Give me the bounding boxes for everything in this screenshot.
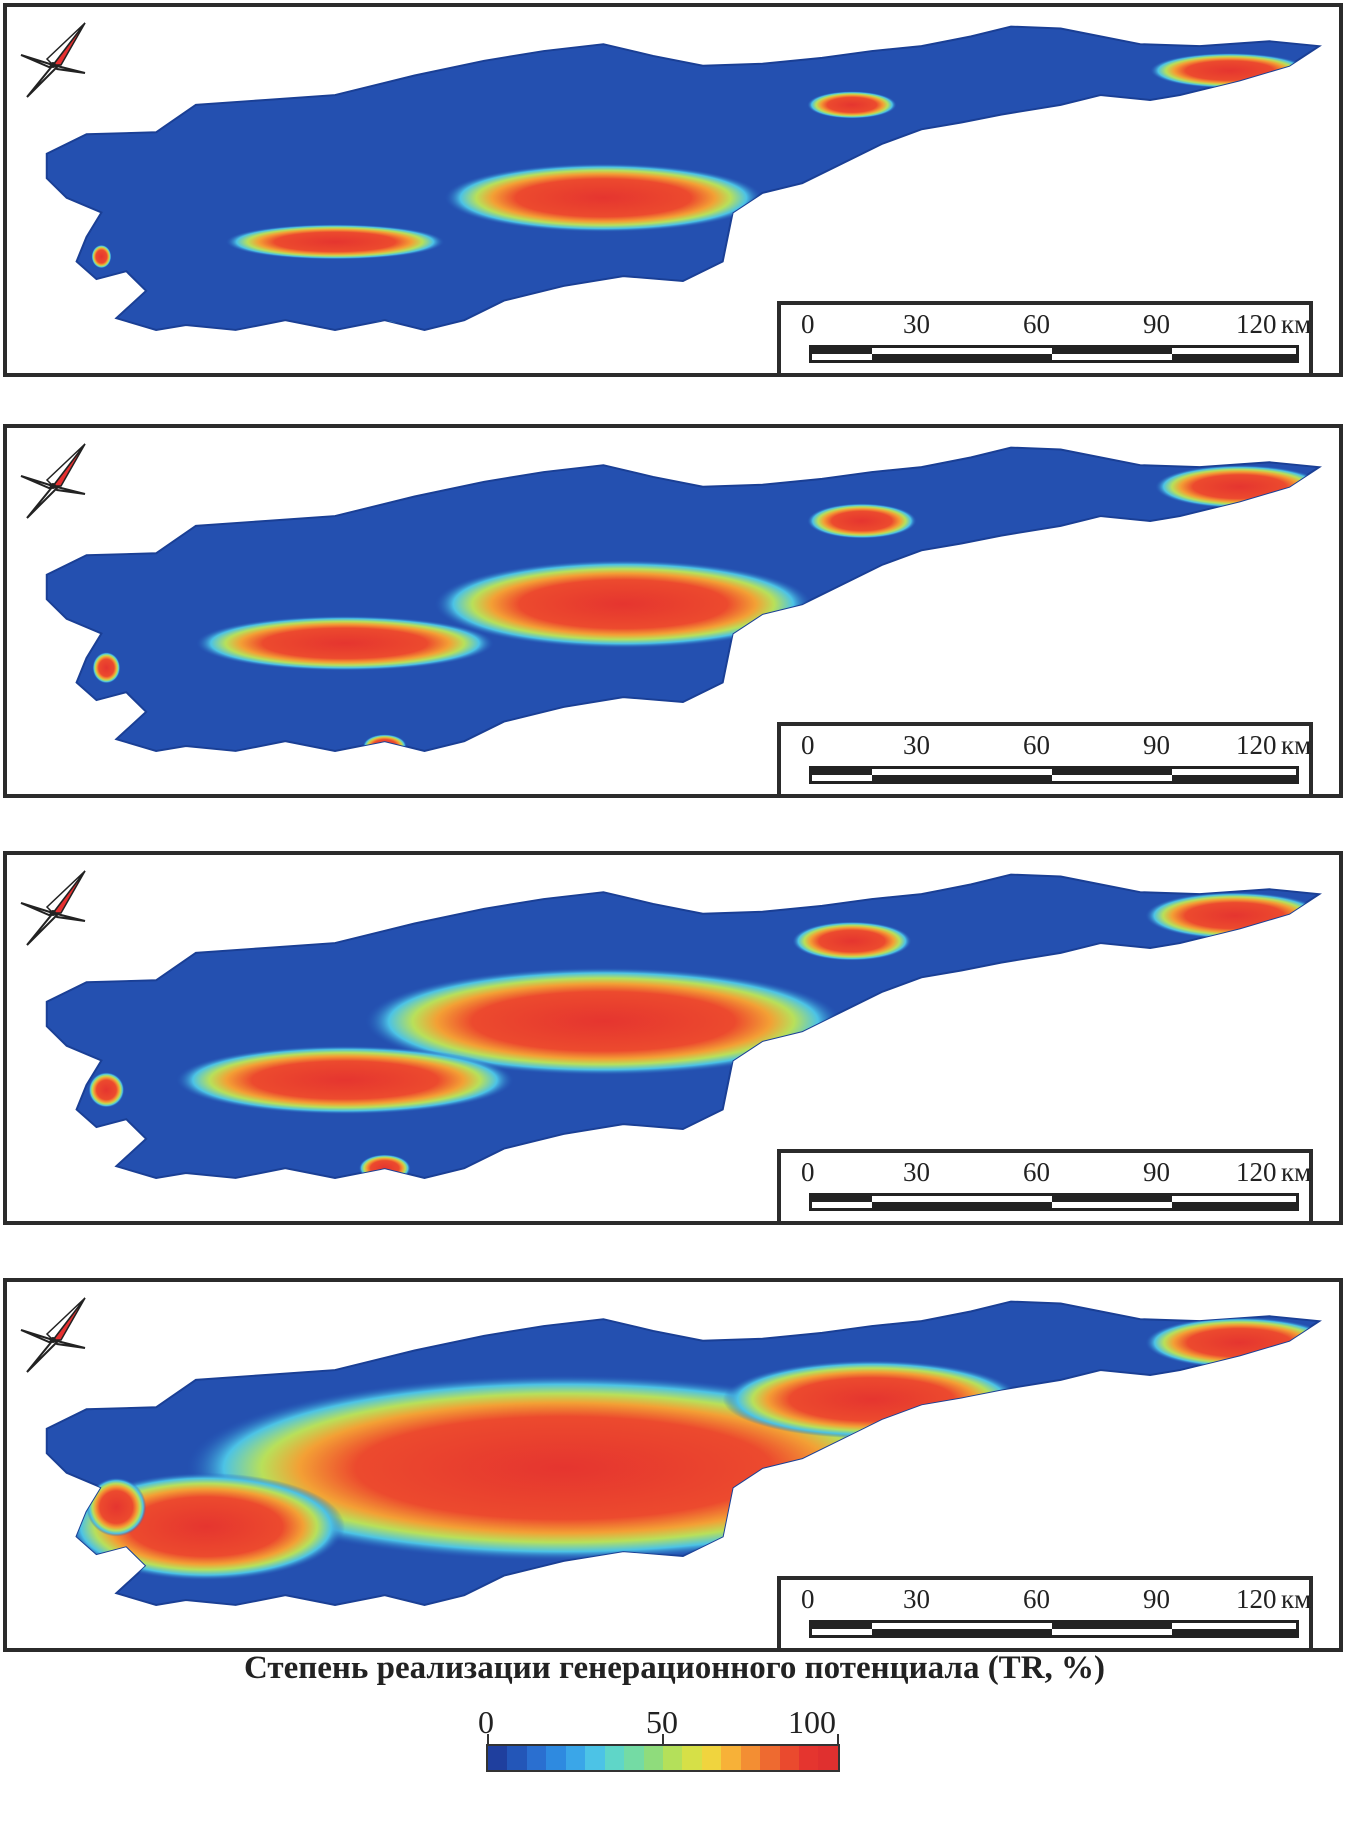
basin-map (45, 1300, 1322, 1606)
scale-label: 90 (1143, 309, 1170, 339)
colorbar-step (779, 1746, 799, 1770)
scale-label: 30 (903, 1584, 930, 1614)
map-panel: 0 30 60 90 120 км (3, 1278, 1343, 1652)
tr-high-zone (362, 734, 407, 751)
scale-label: 60 (1023, 1584, 1050, 1614)
scale-label: 120 (1236, 1584, 1277, 1614)
colorbar-step (624, 1746, 644, 1770)
scale-label: 120 (1236, 730, 1277, 760)
colorbar-step (565, 1746, 586, 1770)
scale-label: 60 (1023, 309, 1050, 339)
colorbar-step (721, 1746, 741, 1770)
colorbar-step (740, 1746, 761, 1770)
colorbar-step (701, 1746, 722, 1770)
scale-unit: км (1281, 1157, 1312, 1187)
colorbar-step (507, 1746, 527, 1770)
scale-label: 90 (1143, 730, 1170, 760)
colorbar-step (760, 1746, 780, 1770)
tr-high-zone (86, 1477, 147, 1537)
tr-high-zone (722, 1360, 1021, 1439)
colorbar-step (585, 1746, 605, 1770)
scale-bar (809, 1193, 1299, 1211)
scale-label: 0 (801, 1157, 815, 1187)
colorbar-step (818, 1746, 838, 1770)
scale-unit: км (1281, 730, 1312, 760)
tr-high-zone (792, 921, 912, 961)
colorbar-step (488, 1746, 508, 1770)
scale-label: 60 (1023, 730, 1050, 760)
scale-bar-box: 0 30 60 90 120 км (777, 301, 1313, 373)
tr-high-zone (1145, 892, 1320, 940)
scale-label: 0 (801, 730, 815, 760)
scale-bar (809, 766, 1299, 784)
legend-tick-100 (837, 1734, 839, 1746)
legend-colorbar (486, 1744, 840, 1772)
colorbar-step (682, 1746, 702, 1770)
colorbar-step (546, 1746, 566, 1770)
basin-map (45, 446, 1322, 752)
scale-label: 30 (903, 309, 930, 339)
scale-label: 90 (1143, 1584, 1170, 1614)
legend-title: Степень реализации генерационного потенц… (243, 1650, 1106, 1686)
map-panel: 0 30 60 90 120 км (3, 851, 1343, 1225)
basin-map (45, 25, 1322, 331)
scale-unit: км (1281, 309, 1312, 339)
tr-high-zone (434, 560, 813, 649)
tr-high-zone (195, 615, 495, 671)
compass-rose-icon (20, 22, 86, 98)
colorbar-step (662, 1746, 683, 1770)
scale-bar (809, 345, 1299, 363)
tr-high-zone (807, 503, 917, 539)
tr-high-zone (88, 1072, 125, 1108)
colorbar-step (604, 1746, 625, 1770)
legend-min-label: 0 (478, 1704, 494, 1740)
compass-rose-icon (20, 1297, 86, 1373)
scale-unit: км (1281, 1584, 1312, 1614)
map-panel: 0 30 60 90 120 км (3, 424, 1343, 798)
scale-label: 90 (1143, 1157, 1170, 1187)
legend-max-label: 100 (788, 1704, 836, 1740)
scale-bar (809, 1620, 1299, 1638)
tr-high-zone (1145, 1317, 1320, 1369)
tr-high-zone (364, 967, 842, 1076)
tr-high-zone (175, 1045, 514, 1115)
scale-label: 30 (903, 1157, 930, 1187)
legend-tick-50 (662, 1734, 664, 1746)
scale-label: 0 (801, 1584, 815, 1614)
tr-high-zone (91, 244, 112, 269)
scale-bar-box: 0 30 60 90 120 км (777, 1149, 1313, 1221)
scale-bar-box: 0 30 60 90 120 км (777, 722, 1313, 794)
scale-label: 60 (1023, 1157, 1050, 1187)
scale-label: 0 (801, 309, 815, 339)
scale-label: 120 (1236, 1157, 1277, 1187)
tr-high-zone (807, 91, 897, 119)
scale-label: 120 (1236, 309, 1277, 339)
map-panel: 0 30 60 90 120 км (3, 3, 1343, 377)
colorbar-step (643, 1746, 663, 1770)
compass-rose-icon (20, 443, 86, 519)
tr-high-zone (225, 224, 445, 260)
scale-label: 30 (903, 730, 930, 760)
basin-map (45, 873, 1322, 1179)
compass-rose-icon (20, 870, 86, 946)
colorbar-step (526, 1746, 547, 1770)
colorbar-step (799, 1746, 819, 1770)
tr-high-zone (92, 652, 121, 684)
legend-tick-0 (487, 1734, 489, 1746)
tr-high-zone (358, 1154, 411, 1178)
tr-high-zone (444, 163, 763, 233)
scale-bar-box: 0 30 60 90 120 км (777, 1576, 1313, 1648)
